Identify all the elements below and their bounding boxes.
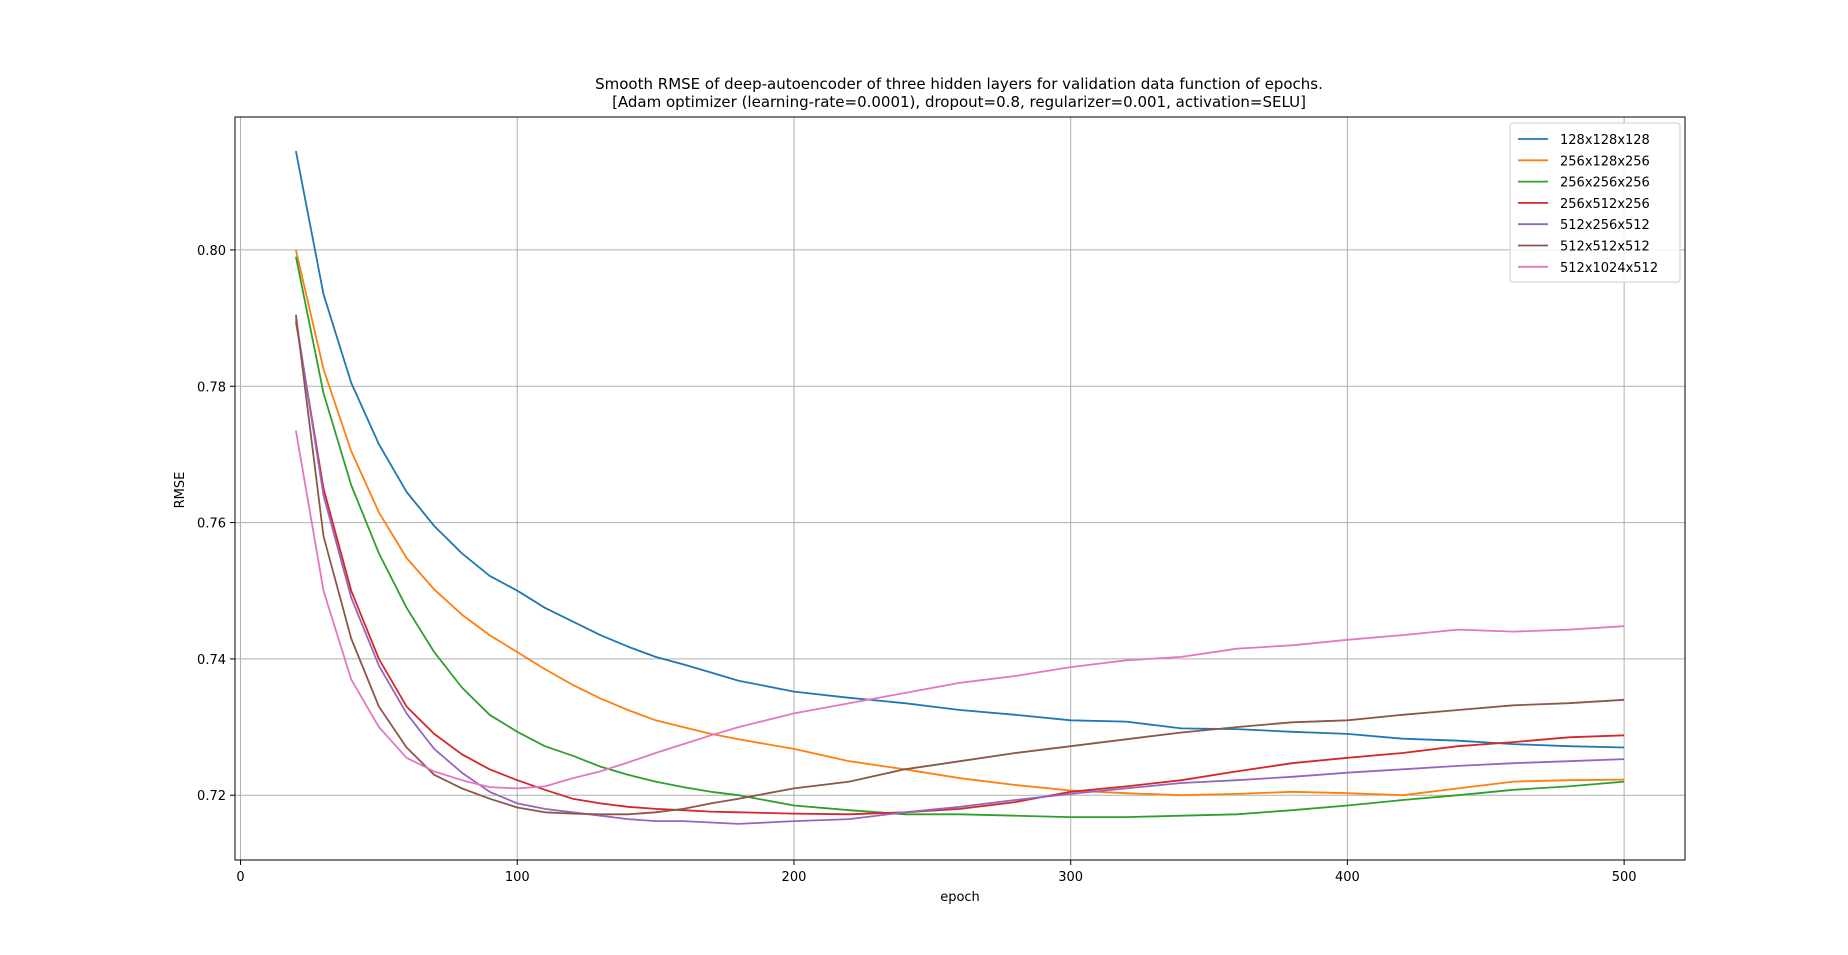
ticks: 0 100 200 300 400 500 0.72 0.74 0.76 0.78 0.80 [197, 244, 1636, 885]
grid [235, 117, 1685, 860]
legend-label: 512x256x512 [1560, 218, 1650, 233]
y-axis-label: RMSE [173, 472, 188, 509]
x-tick-label: 200 [782, 870, 807, 885]
chart-title: Smooth RMSE of deep-autoencoder of three… [595, 75, 1323, 93]
series-line-256x512x256 [295, 321, 1625, 816]
y-tick-label: 0.78 [197, 380, 226, 395]
series-line-256x128x256 [295, 249, 1625, 797]
legend-label: 512x1024x512 [1560, 261, 1658, 276]
y-tick-label: 0.72 [197, 789, 226, 804]
y-tick-label: 0.74 [197, 653, 226, 668]
legend: 128x128x128 256x128x256 256x256x256 256x512… [1509, 122, 1681, 283]
x-tick-label: 500 [1612, 870, 1637, 885]
series-line-128x128x128 [295, 150, 1625, 749]
x-tick-label: 300 [1058, 870, 1083, 885]
series-line-256x256x256 [295, 256, 1625, 818]
series-group [295, 150, 1625, 825]
y-tick-label: 0.76 [197, 517, 226, 532]
legend-label: 256x256x256 [1560, 176, 1650, 191]
x-tick-label: 400 [1335, 870, 1360, 885]
legend-box [1509, 122, 1681, 283]
chart-subtitle: [Adam optimizer (learning-rate=0.0001), … [612, 93, 1306, 111]
legend-label: 256x512x256 [1560, 197, 1650, 212]
series-line-512x256x512 [295, 317, 1625, 825]
y-tick-label: 0.80 [197, 244, 226, 259]
x-tick-label: 100 [505, 870, 530, 885]
series-line-512x1024x512 [295, 430, 1625, 790]
legend-label: 128x128x128 [1560, 133, 1650, 148]
x-axis-label: epoch [940, 890, 980, 905]
legend-label: 512x512x512 [1560, 240, 1650, 255]
axes-frame [234, 116, 1686, 861]
series-line-512x512x512 [295, 314, 1625, 816]
x-tick-label: 0 [236, 870, 244, 885]
legend-label: 256x128x256 [1560, 154, 1650, 169]
